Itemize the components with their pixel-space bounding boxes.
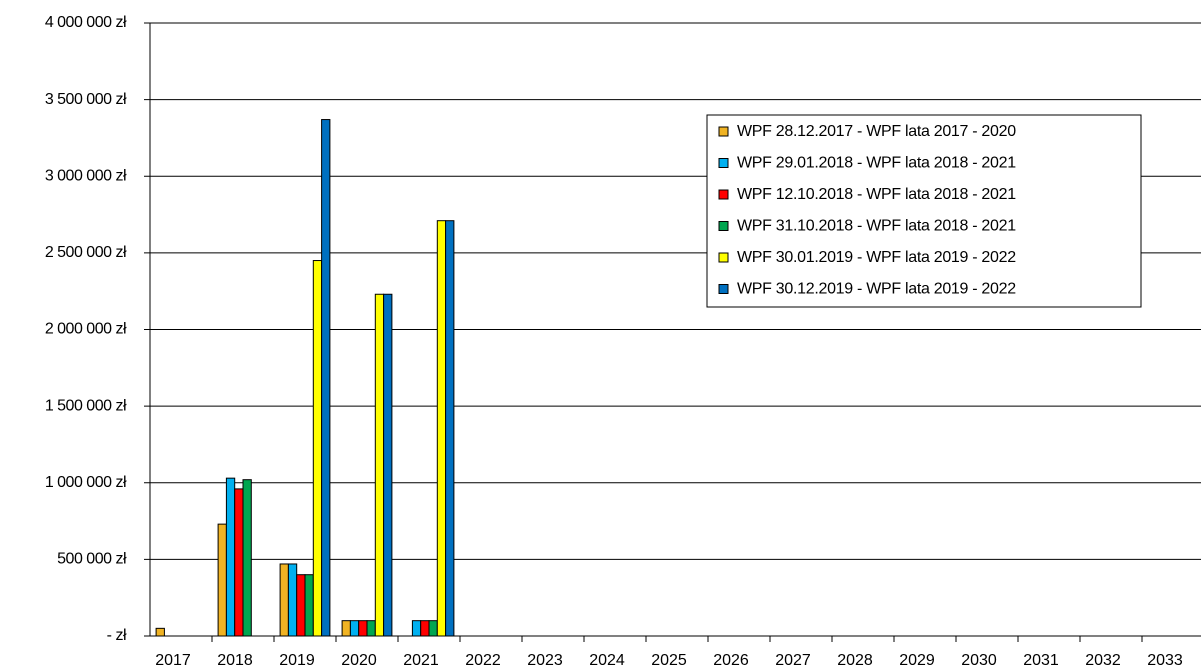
legend-label: WPF 31.10.2018 - WPF lata 2018 - 2021: [737, 218, 1016, 235]
x-tick-label: 2022: [465, 652, 501, 668]
bar: [321, 119, 331, 637]
x-tick-label: 2025: [651, 652, 687, 668]
legend-swatch: [718, 189, 729, 200]
legend-label: WPF 30.01.2019 - WPF lata 2019 - 2022: [737, 249, 1016, 266]
legend-swatch: [718, 284, 729, 294]
bar: [445, 220, 455, 637]
bar: [411, 620, 422, 637]
legend-label: WPF 30.12.2019 - WPF lata 2019 - 2022: [737, 281, 1016, 298]
bar: [155, 627, 165, 637]
bar: [217, 523, 227, 637]
legend-label: WPF 29.01.2018 - WPF lata 2018 - 2021: [737, 155, 1016, 172]
bar: [366, 620, 376, 637]
legend-swatch: [718, 158, 729, 168]
x-tick-label: 2023: [527, 652, 563, 668]
bar: [234, 488, 244, 637]
bar: [242, 479, 252, 637]
x-tick-label: 2024: [589, 652, 625, 668]
legend-swatch: [718, 252, 729, 263]
legend-swatch: [718, 221, 729, 231]
bar: [304, 574, 314, 637]
bar: [358, 620, 368, 637]
bar: [428, 620, 438, 637]
y-tick-label: 1 000 000 zł: [45, 474, 127, 491]
y-tick-label: 3 000 000 zł: [45, 167, 127, 184]
x-tick-label: 2019: [279, 652, 315, 668]
x-tick-label: 2028: [837, 652, 873, 668]
x-tick-label: 2021: [403, 652, 439, 668]
x-tick-label: 2017: [155, 652, 191, 668]
legend-swatch: [718, 126, 729, 137]
bar: [436, 220, 447, 637]
x-tick-label: 2018: [217, 652, 253, 668]
y-tick-label: 500 000 zł: [57, 551, 127, 568]
y-tick-label: 2 500 000 zł: [45, 244, 127, 261]
x-tick-label: 2032: [1085, 652, 1121, 668]
y-tick-label: - zł: [107, 627, 127, 644]
bar: [349, 620, 360, 637]
x-tick-label: 2029: [899, 652, 935, 668]
bar: [312, 260, 323, 637]
bar: [279, 563, 289, 637]
legend-label: WPF 28.12.2017 - WPF lata 2017 - 2020: [737, 123, 1016, 140]
y-tick-label: 2 000 000 zł: [45, 321, 127, 338]
bar: [296, 574, 306, 637]
x-tick-label: 2033: [1147, 652, 1183, 668]
x-tick-label: 2027: [775, 652, 811, 668]
bar: [341, 620, 351, 637]
x-tick-label: 2020: [341, 652, 377, 668]
bar: [287, 563, 298, 637]
legend-label: WPF 12.10.2018 - WPF lata 2018 - 2021: [737, 186, 1016, 203]
bar: [383, 293, 393, 637]
legend-box: [706, 114, 1142, 308]
y-tick-label: 3 500 000 zł: [45, 91, 127, 108]
x-tick-label: 2031: [1023, 652, 1059, 668]
y-tick-label: 1 500 000 zł: [45, 397, 127, 414]
bar: [374, 293, 385, 637]
x-tick-label: 2026: [713, 652, 749, 668]
bar: [420, 620, 430, 637]
y-tick-label: 4 000 000 zł: [45, 14, 127, 31]
bar: [225, 477, 236, 637]
x-tick-label: 2030: [961, 652, 997, 668]
